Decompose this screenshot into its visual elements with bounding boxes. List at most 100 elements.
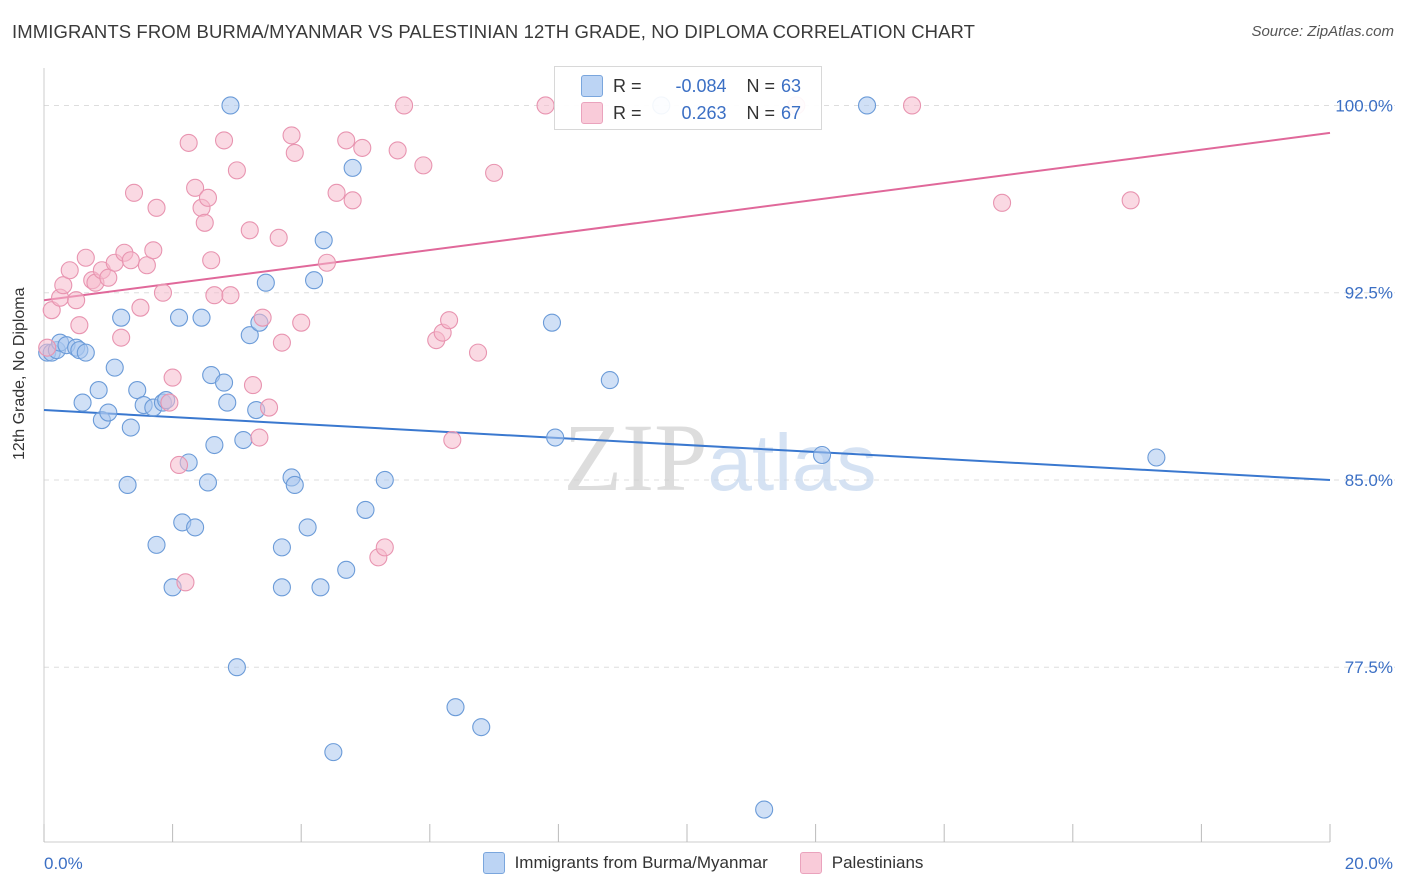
palestinian-point — [186, 178, 205, 197]
palestinian-point — [269, 228, 288, 247]
n-value-pink: 67 — [781, 102, 802, 123]
palestinian-point — [1121, 191, 1140, 210]
y-tick-label: 85.0% — [1345, 471, 1393, 490]
burma-point — [128, 381, 147, 400]
burma-point — [337, 560, 356, 579]
r-label: R = — [613, 102, 642, 123]
burma-point — [89, 381, 108, 400]
bottom-legend: Immigrants from Burma/Myanmar Palestinia… — [0, 852, 1406, 874]
burma-point — [375, 470, 394, 490]
burma-point — [234, 430, 253, 450]
burma-point — [256, 273, 275, 292]
burma-point — [542, 313, 562, 332]
burma-point — [73, 393, 92, 412]
palestinian-point — [353, 138, 372, 157]
burma-point — [192, 308, 211, 327]
palestinian-point — [137, 256, 156, 275]
palestinian-point — [375, 538, 394, 557]
burma-point — [218, 393, 237, 412]
data-points — [38, 96, 1166, 819]
burma-point — [343, 158, 362, 177]
trend-lines — [43, 131, 1331, 481]
palestinian-point — [292, 313, 311, 332]
burma-point — [755, 800, 774, 819]
palestinian-point — [153, 283, 173, 302]
palestinian-point — [485, 163, 504, 182]
burma-point — [324, 743, 343, 762]
palestinian-point — [227, 161, 246, 180]
source-label: Source: ZipAtlas.com — [1251, 23, 1394, 40]
burma-point — [186, 518, 205, 537]
palestinian-point — [160, 393, 179, 412]
burma-point — [99, 403, 118, 422]
palestinian-point — [54, 276, 73, 295]
palestinian-trend-line — [43, 131, 1331, 302]
burma-point — [272, 578, 291, 597]
burma-point — [112, 308, 131, 327]
palestinian-point — [202, 251, 221, 270]
palestinian-point — [42, 301, 61, 320]
y-axis-title: 12th Grade, No Diploma — [11, 287, 28, 460]
burma-point — [118, 475, 137, 495]
y-tick-label: 77.5% — [1345, 658, 1393, 677]
burma-point — [311, 578, 330, 597]
n-label: N = — [746, 75, 776, 96]
palestinian-point — [124, 183, 144, 202]
burma-point — [169, 308, 189, 327]
palestinian-point — [243, 376, 263, 395]
burma-point — [298, 518, 317, 537]
burma-point — [314, 231, 333, 250]
burma-point — [227, 658, 246, 677]
palestinian-point — [468, 343, 488, 362]
palestinian-point — [285, 143, 304, 162]
palestinian-point — [147, 198, 166, 217]
burma-point — [546, 428, 565, 447]
burma-point — [857, 96, 877, 115]
palestinian-point — [250, 428, 269, 447]
palestinian-point — [440, 311, 459, 330]
palestinian-point — [343, 191, 362, 210]
palestinian-point — [993, 193, 1012, 212]
palestinian-point — [395, 96, 414, 115]
stats-row-blue: R = -0.084 N = 63 — [581, 73, 801, 99]
palestinian-point — [414, 156, 433, 175]
burma-point — [600, 371, 619, 390]
burma-point — [76, 343, 95, 362]
stats-row-pink: R = 0.263 N = 67 — [581, 100, 801, 126]
blue-swatch — [581, 75, 603, 97]
burma-point — [305, 271, 324, 290]
burma-point — [356, 500, 375, 519]
palestinian-point — [902, 96, 922, 115]
burma-point — [214, 373, 234, 392]
r-label: R = — [613, 75, 642, 96]
legend-label-palestinians: Palestinians — [831, 853, 924, 872]
burma-point — [285, 475, 304, 495]
legend-item-burma: Immigrants from Burma/Myanmar — [482, 852, 768, 874]
palestinian-point — [536, 96, 555, 115]
burma-point — [147, 535, 166, 554]
burma-point — [221, 96, 240, 115]
r-value-pink: 0.263 — [681, 102, 727, 123]
palestinian-point — [99, 268, 118, 287]
pink-swatch — [581, 102, 603, 124]
palestinian-point — [282, 126, 301, 145]
palestinian-point — [176, 573, 195, 592]
palestinian-point — [221, 286, 240, 305]
palestinian-point — [67, 291, 86, 310]
palestinian-point — [327, 183, 346, 202]
y-tick-label: 100.0% — [1335, 96, 1393, 115]
watermark-atlas: atlas — [708, 418, 877, 507]
y-tick-label: 92.5% — [1345, 284, 1393, 303]
pink-swatch — [799, 852, 822, 874]
palestinian-point — [240, 221, 259, 240]
r-value-blue: -0.084 — [675, 75, 727, 96]
x-tick-label: 20.0% — [1345, 854, 1393, 873]
palestinian-point — [163, 368, 182, 387]
blue-swatch — [482, 852, 505, 874]
burma-point — [812, 445, 832, 465]
palestinian-point — [253, 308, 272, 327]
watermark-zip: ZIP — [564, 404, 708, 511]
palestinian-point — [214, 131, 234, 150]
palestinian-point — [388, 141, 407, 160]
